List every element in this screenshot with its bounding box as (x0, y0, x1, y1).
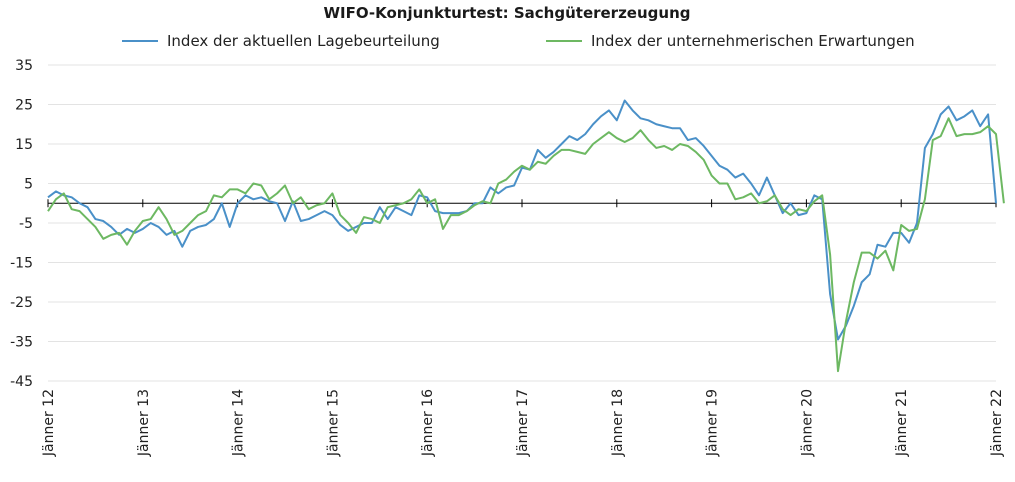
x-tick-label: Jänner 14 (231, 389, 247, 457)
x-tick-label: Jänner 15 (325, 389, 341, 457)
x-tick-label: Jänner 12 (41, 389, 57, 457)
x-tick-label: Jänner 17 (515, 389, 531, 457)
legend-label-erwartungen: Index der unternehmerischen Erwartungen (591, 32, 915, 50)
x-axis-tick-labels: Jänner 12 Jänner 13 Jänner 14 Jänner 15 Jänn… (41, 389, 1005, 457)
x-tick-label: Jänner 13 (136, 389, 152, 457)
x-tick-label: Jänner 19 (705, 389, 721, 457)
y-tick-label: -15 (10, 256, 33, 272)
series-line-lagebeurteilung (47, 99, 997, 341)
x-tick-label: Jänner 22 (989, 389, 1005, 457)
chart-title: WIFO-Konjunkturtest: Sachgütererzeugung (324, 4, 691, 22)
y-tick-label: -5 (19, 216, 33, 232)
y-tick-label: 35 (15, 58, 33, 74)
x-tick-label: Jänner 20 (799, 389, 815, 457)
x-tick-label: Jänner 21 (894, 389, 910, 457)
y-axis-tick-labels: 35 25 15 5 -5 -15 -25 -35 -45 (10, 58, 33, 390)
y-tick-label: 5 (24, 177, 33, 193)
legend-label-lage: Index der aktuellen Lagebeurteilung (167, 32, 440, 50)
series-line-erwartungen (47, 117, 1005, 373)
x-axis (47, 199, 997, 208)
legend: Index der aktuellen Lagebeurteilung Inde… (122, 32, 915, 50)
y-tick-label: -25 (10, 295, 33, 311)
y-tick-label: 25 (15, 98, 33, 114)
x-tick-label: Jänner 18 (610, 389, 626, 457)
y-tick-label: -45 (10, 374, 33, 390)
x-tick-label: Jänner 16 (420, 389, 436, 457)
y-tick-label: -35 (10, 335, 33, 351)
series-layer (47, 99, 1005, 373)
gridlines (48, 64, 996, 382)
y-tick-label: 15 (15, 137, 33, 153)
